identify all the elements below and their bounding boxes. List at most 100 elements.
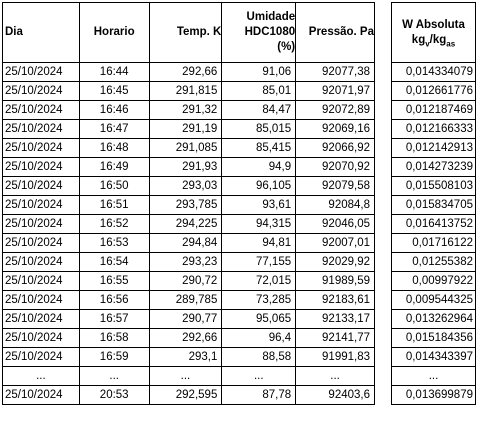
cell-temp[interactable]: 292,66	[148, 62, 223, 82]
cell-time[interactable]: 16:55	[78, 271, 150, 291]
header-pressure[interactable]: Pressão. Pa	[295, 2, 375, 63]
cell-date[interactable]: 25/10/2024	[2, 233, 80, 253]
cell-date[interactable]: 25/10/2024	[2, 385, 80, 405]
cell-temp[interactable]: 291,32	[148, 100, 223, 120]
cell-humidity[interactable]: 77,155	[221, 252, 297, 272]
cell-pressure[interactable]: 92077,38	[295, 62, 375, 82]
cell-date[interactable]: 25/10/2024	[2, 81, 80, 101]
cell-humidity[interactable]: 93,61	[221, 195, 297, 215]
cell-temp[interactable]: ...	[148, 366, 223, 386]
cell-temp[interactable]: 290,77	[148, 309, 223, 329]
cell-date[interactable]: 25/10/2024	[2, 157, 80, 177]
cell-time[interactable]: 16:51	[78, 195, 150, 215]
cell-temp[interactable]: 293,03	[148, 176, 223, 196]
cell-date[interactable]: 25/10/2024	[2, 347, 80, 367]
cell-w-absoluta[interactable]: 0,016413752	[391, 214, 476, 234]
cell-w-absoluta[interactable]: 0,013699879	[391, 385, 476, 405]
cell-pressure[interactable]: 92072,89	[295, 100, 375, 120]
cell-w-absoluta[interactable]: 0,013262964	[391, 309, 476, 329]
cell-pressure[interactable]: 92183,61	[295, 290, 375, 310]
cell-humidity[interactable]: 91,06	[221, 62, 297, 82]
cell-date[interactable]: 25/10/2024	[2, 100, 80, 120]
cell-w-absoluta[interactable]: 0,012187469	[391, 100, 476, 120]
cell-humidity[interactable]: 84,47	[221, 100, 297, 120]
cell-pressure[interactable]: 92029,92	[295, 252, 375, 272]
cell-pressure[interactable]: 92133,17	[295, 309, 375, 329]
cell-w-absoluta[interactable]: 0,01255382	[391, 252, 476, 272]
header-w-absoluta[interactable]: W Absoluta kgv/kgas	[391, 2, 476, 63]
cell-humidity[interactable]: 94,315	[221, 214, 297, 234]
cell-pressure[interactable]: 92007,01	[295, 233, 375, 253]
cell-humidity[interactable]: 72,015	[221, 271, 297, 291]
cell-humidity[interactable]: 85,01	[221, 81, 297, 101]
cell-time[interactable]: 16:58	[78, 328, 150, 348]
header-time[interactable]: Horario	[78, 2, 150, 63]
cell-date[interactable]: 25/10/2024	[2, 138, 80, 158]
cell-humidity[interactable]: 94,9	[221, 157, 297, 177]
cell-time[interactable]: 16:57	[78, 309, 150, 329]
cell-humidity[interactable]: 88,58	[221, 347, 297, 367]
cell-temp[interactable]: 292,66	[148, 328, 223, 348]
cell-w-absoluta[interactable]: 0,014334079	[391, 62, 476, 82]
cell-w-absoluta[interactable]: 0,012661776	[391, 81, 476, 101]
cell-humidity[interactable]: 85,415	[221, 138, 297, 158]
cell-time[interactable]: 16:50	[78, 176, 150, 196]
cell-time[interactable]: 16:53	[78, 233, 150, 253]
cell-humidity[interactable]: 85,015	[221, 119, 297, 139]
cell-temp[interactable]: 291,19	[148, 119, 223, 139]
cell-time[interactable]: 20:53	[78, 385, 150, 405]
cell-temp[interactable]: 294,225	[148, 214, 223, 234]
cell-pressure[interactable]: 91989,59	[295, 271, 375, 291]
cell-date[interactable]: 25/10/2024	[2, 328, 80, 348]
header-date[interactable]: Dia	[2, 2, 80, 63]
cell-pressure[interactable]: 92046,05	[295, 214, 375, 234]
cell-date[interactable]: ...	[2, 366, 80, 386]
cell-w-absoluta[interactable]: 0,01716122	[391, 233, 476, 253]
cell-pressure[interactable]: 92141,77	[295, 328, 375, 348]
cell-humidity[interactable]: ...	[221, 366, 297, 386]
cell-pressure[interactable]: 91991,83	[295, 347, 375, 367]
cell-time[interactable]: 16:54	[78, 252, 150, 272]
cell-temp[interactable]: 292,595	[148, 385, 223, 405]
header-temp[interactable]: Temp. K	[148, 2, 223, 63]
cell-time[interactable]: 16:56	[78, 290, 150, 310]
cell-humidity[interactable]: 96,105	[221, 176, 297, 196]
cell-w-absoluta[interactable]: 0,015184356	[391, 328, 476, 348]
cell-temp[interactable]: 293,23	[148, 252, 223, 272]
cell-time[interactable]: 16:48	[78, 138, 150, 158]
cell-humidity[interactable]: 96,4	[221, 328, 297, 348]
cell-pressure[interactable]: 92403,6	[295, 385, 375, 405]
cell-pressure[interactable]: 92070,92	[295, 157, 375, 177]
cell-humidity[interactable]: 73,285	[221, 290, 297, 310]
cell-temp[interactable]: 294,84	[148, 233, 223, 253]
cell-temp[interactable]: 289,785	[148, 290, 223, 310]
cell-time[interactable]: 16:59	[78, 347, 150, 367]
cell-w-absoluta[interactable]: 0,00997922	[391, 271, 476, 291]
cell-w-absoluta[interactable]: 0,012142913	[391, 138, 476, 158]
cell-date[interactable]: 25/10/2024	[2, 176, 80, 196]
cell-time[interactable]: 16:44	[78, 62, 150, 82]
cell-w-absoluta[interactable]: 0,014273239	[391, 157, 476, 177]
cell-temp[interactable]: 293,1	[148, 347, 223, 367]
cell-w-absoluta[interactable]: 0,015508103	[391, 176, 476, 196]
cell-pressure[interactable]: 92066,92	[295, 138, 375, 158]
cell-date[interactable]: 25/10/2024	[2, 252, 80, 272]
cell-pressure[interactable]: ...	[295, 366, 375, 386]
cell-w-absoluta[interactable]: 0,014343397	[391, 347, 476, 367]
cell-humidity[interactable]: 87,78	[221, 385, 297, 405]
cell-time[interactable]: 16:47	[78, 119, 150, 139]
cell-date[interactable]: 25/10/2024	[2, 290, 80, 310]
cell-temp[interactable]: 291,085	[148, 138, 223, 158]
cell-w-absoluta[interactable]: 0,012166333	[391, 119, 476, 139]
cell-w-absoluta[interactable]: 0,015834705	[391, 195, 476, 215]
cell-pressure[interactable]: 92069,16	[295, 119, 375, 139]
cell-temp[interactable]: 290,72	[148, 271, 223, 291]
cell-date[interactable]: 25/10/2024	[2, 119, 80, 139]
cell-time[interactable]: 16:46	[78, 100, 150, 120]
cell-humidity[interactable]: 94,81	[221, 233, 297, 253]
cell-temp[interactable]: 291,93	[148, 157, 223, 177]
cell-date[interactable]: 25/10/2024	[2, 309, 80, 329]
cell-temp[interactable]: 291,815	[148, 81, 223, 101]
cell-humidity[interactable]: 95,065	[221, 309, 297, 329]
cell-pressure[interactable]: 92079,58	[295, 176, 375, 196]
